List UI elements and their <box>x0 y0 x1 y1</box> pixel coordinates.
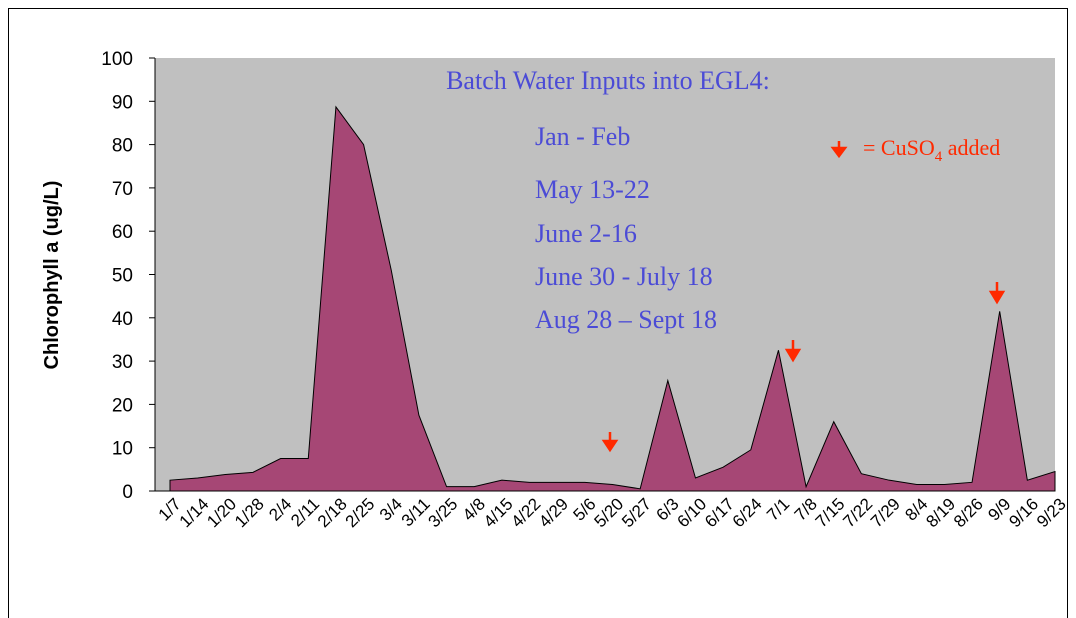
x-tick-label: 4/29 <box>535 494 572 531</box>
x-tick-label: 3/25 <box>425 494 462 531</box>
y-tick-label: 50 <box>112 266 133 287</box>
y-tick-label: 60 <box>112 222 133 243</box>
annotation-line: Aug 28 – Sept 18 <box>535 305 717 334</box>
legend-note: = CuSO4 added <box>863 135 1000 165</box>
y-tick-label: 30 <box>112 352 133 373</box>
y-tick-label: 0 <box>122 482 133 503</box>
x-tick-label: 9/23 <box>1033 494 1070 531</box>
annotation-line: June 30 - July 18 <box>535 262 713 291</box>
y-tick-label: 70 <box>112 179 133 200</box>
arrow-head <box>784 348 802 363</box>
y-tick-label: 40 <box>112 309 133 330</box>
annotation-line: June 2-16 <box>535 219 637 248</box>
y-tick-label: 90 <box>112 92 133 113</box>
x-tick-label: 8/26 <box>950 494 987 531</box>
x-tick-label: 2/11 <box>287 494 323 530</box>
y-tick-label: 100 <box>101 49 133 70</box>
y-axis-label: Chlorophyll a (ug/L) <box>41 181 63 370</box>
legend-note-sub: 4 <box>935 149 943 165</box>
legend-note-text: added <box>942 135 1000 160</box>
area <box>169 105 1056 492</box>
x-tick-label: 3/11 <box>398 494 434 530</box>
y-tick-label: 20 <box>112 395 133 416</box>
x-tick-label: 7/29 <box>867 494 904 531</box>
legend-note-text: = CuSO <box>863 135 935 160</box>
arrows <box>601 141 1006 453</box>
annotation-title: Batch Water Inputs into EGL4: <box>446 66 770 95</box>
arrow-head <box>601 439 619 453</box>
annotation-line: May 13-22 <box>535 175 650 204</box>
y-tick-label: 10 <box>112 439 133 460</box>
x-tick-label: 7/1 <box>763 494 793 524</box>
x-tick-label: 5/27 <box>618 494 655 531</box>
x-tick-label: 2/25 <box>342 494 379 531</box>
plot-area <box>155 58 1055 491</box>
annotation-line: Jan - Feb <box>535 122 630 151</box>
arrow-head <box>988 290 1006 305</box>
arrow-head <box>830 146 848 159</box>
x-tick-label: 1/28 <box>231 494 268 531</box>
y-tick-label: 80 <box>112 136 133 157</box>
x-tick-label: 6/24 <box>729 494 766 531</box>
plot-background <box>155 58 1055 491</box>
